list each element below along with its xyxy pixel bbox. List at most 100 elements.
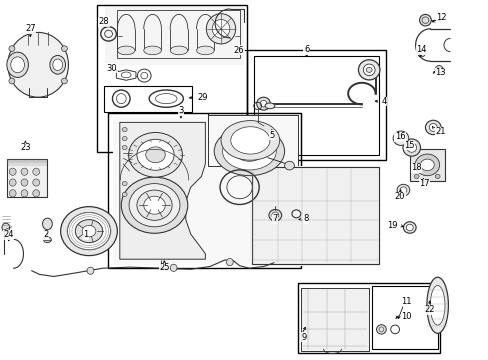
Text: 21: 21 (434, 127, 445, 136)
Polygon shape (120, 122, 205, 259)
Bar (207, 115, 298, 166)
Polygon shape (249, 166, 381, 266)
Ellipse shape (406, 143, 416, 152)
Ellipse shape (376, 325, 386, 334)
Ellipse shape (226, 258, 233, 266)
Text: 10: 10 (400, 312, 410, 321)
Text: 5: 5 (269, 131, 274, 140)
Ellipse shape (9, 168, 16, 175)
Text: 8: 8 (303, 214, 308, 223)
Ellipse shape (61, 78, 67, 84)
Ellipse shape (9, 46, 15, 51)
Ellipse shape (137, 139, 174, 170)
Ellipse shape (122, 192, 127, 197)
Ellipse shape (9, 179, 16, 186)
Ellipse shape (42, 218, 52, 230)
Ellipse shape (11, 57, 24, 73)
Ellipse shape (414, 154, 439, 176)
Ellipse shape (8, 32, 68, 97)
Ellipse shape (145, 147, 165, 163)
Bar (301, 288, 368, 351)
Ellipse shape (143, 46, 161, 55)
Ellipse shape (21, 179, 28, 186)
Ellipse shape (264, 103, 274, 109)
Ellipse shape (75, 220, 102, 243)
Ellipse shape (33, 190, 40, 197)
Ellipse shape (392, 131, 408, 145)
Ellipse shape (425, 120, 440, 135)
Ellipse shape (129, 184, 180, 227)
Text: 7: 7 (272, 214, 277, 223)
Ellipse shape (50, 55, 65, 74)
Ellipse shape (33, 179, 40, 186)
Text: 26: 26 (233, 46, 244, 55)
Ellipse shape (429, 285, 444, 325)
Ellipse shape (117, 46, 135, 55)
Text: 19: 19 (387, 221, 397, 230)
Ellipse shape (2, 223, 10, 232)
Polygon shape (105, 7, 244, 65)
Bar (254, 56, 378, 155)
Ellipse shape (222, 132, 276, 170)
Ellipse shape (122, 136, 127, 141)
Text: 20: 20 (394, 192, 405, 201)
Ellipse shape (33, 168, 40, 175)
Text: 28: 28 (99, 17, 109, 26)
Ellipse shape (420, 159, 433, 171)
Text: 18: 18 (410, 163, 421, 172)
Bar (107, 113, 300, 268)
Bar (251, 167, 378, 264)
Ellipse shape (399, 187, 406, 193)
Ellipse shape (87, 267, 94, 274)
Ellipse shape (419, 14, 430, 26)
Ellipse shape (284, 161, 294, 170)
Ellipse shape (260, 100, 266, 107)
Ellipse shape (212, 19, 229, 38)
Ellipse shape (363, 64, 374, 76)
Ellipse shape (43, 237, 51, 243)
Text: 3: 3 (178, 107, 183, 115)
Ellipse shape (67, 212, 110, 250)
Text: 23: 23 (20, 143, 31, 152)
Ellipse shape (143, 196, 165, 214)
Text: 16: 16 (394, 132, 405, 141)
Ellipse shape (82, 225, 96, 237)
Bar (298, 283, 439, 353)
Bar (246, 50, 386, 160)
Text: 24: 24 (3, 230, 14, 239)
Ellipse shape (256, 97, 270, 110)
Ellipse shape (434, 174, 439, 179)
Ellipse shape (221, 121, 279, 160)
Text: 15: 15 (404, 141, 414, 150)
Text: 9: 9 (301, 333, 306, 342)
Ellipse shape (358, 60, 379, 80)
Text: 25: 25 (159, 264, 169, 272)
Ellipse shape (61, 46, 67, 51)
Text: 11: 11 (400, 297, 410, 306)
Ellipse shape (403, 222, 415, 233)
Ellipse shape (21, 190, 28, 197)
Text: 14: 14 (415, 45, 426, 54)
Bar (207, 113, 300, 166)
Ellipse shape (406, 224, 412, 231)
Ellipse shape (9, 190, 16, 197)
Ellipse shape (268, 210, 281, 221)
Text: 4: 4 (381, 97, 386, 106)
Ellipse shape (396, 184, 409, 196)
Text: 6: 6 (304, 45, 308, 54)
Polygon shape (113, 117, 298, 265)
Ellipse shape (122, 145, 127, 150)
Ellipse shape (366, 67, 371, 72)
Ellipse shape (122, 181, 127, 186)
Text: 17: 17 (418, 179, 429, 188)
Ellipse shape (402, 139, 420, 156)
Ellipse shape (230, 127, 269, 154)
Ellipse shape (196, 46, 214, 55)
Text: 13: 13 (434, 68, 445, 77)
Bar (7, 159, 47, 197)
Ellipse shape (137, 190, 172, 220)
Ellipse shape (7, 52, 28, 77)
Ellipse shape (122, 127, 127, 132)
Text: 2: 2 (44, 230, 49, 239)
Ellipse shape (121, 177, 187, 233)
